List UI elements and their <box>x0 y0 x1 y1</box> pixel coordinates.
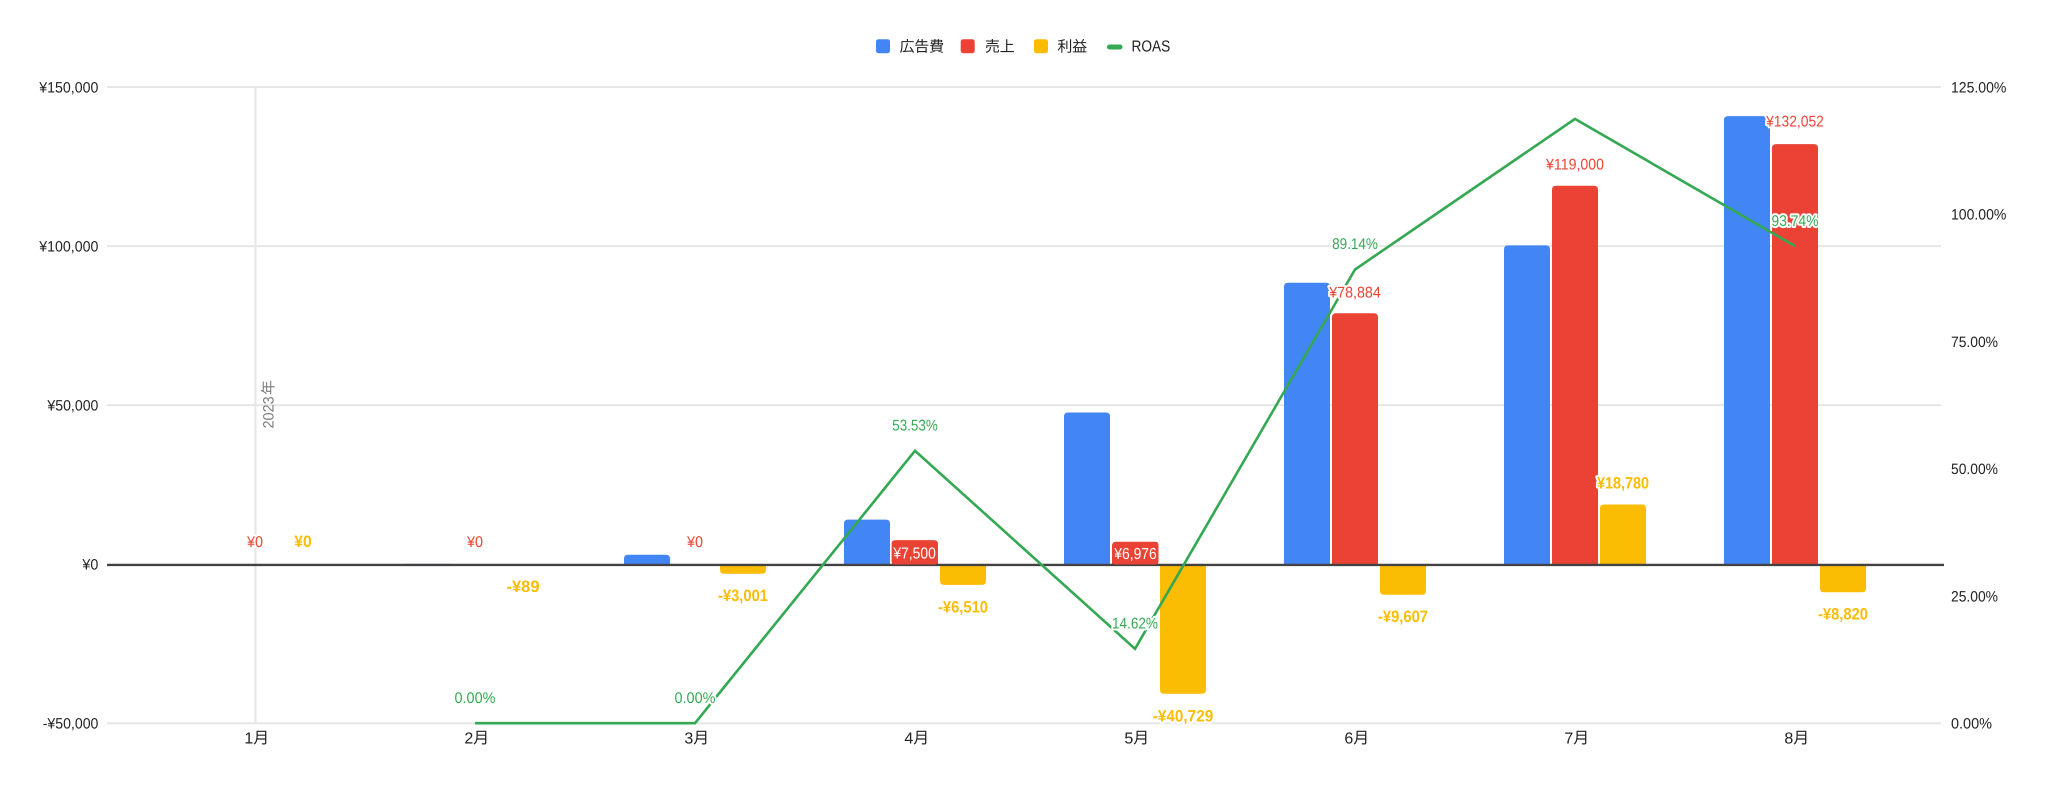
svg-text:1: 1 <box>244 730 253 747</box>
svg-text:-¥50,000: -¥50,000 <box>43 716 99 733</box>
svg-text:¥150,000: ¥150,000 <box>38 79 98 96</box>
svg-text:5: 5 <box>1124 730 1133 747</box>
svg-text:-¥9,607: -¥9,607 <box>1378 608 1428 626</box>
svg-text:14.62%: 14.62% <box>1112 615 1158 632</box>
svg-text:¥78,884: ¥78,884 <box>1328 284 1381 301</box>
svg-text:7: 7 <box>1564 730 1573 747</box>
svg-text:6: 6 <box>1344 730 1353 747</box>
svg-text:¥119,000: ¥119,000 <box>1545 156 1604 173</box>
svg-text:53.53%: 53.53% <box>892 417 938 434</box>
svg-text:3: 3 <box>684 730 693 747</box>
svg-text:8: 8 <box>1784 730 1793 747</box>
svg-text:75.00%: 75.00% <box>1951 334 1998 351</box>
svg-text:50.00%: 50.00% <box>1951 461 1998 478</box>
svg-text:89.14%: 89.14% <box>1332 236 1378 253</box>
svg-text:0.00%: 0.00% <box>455 690 496 707</box>
svg-text:2: 2 <box>464 730 473 747</box>
svg-text:¥0: ¥0 <box>686 534 703 551</box>
svg-text:¥0: ¥0 <box>81 557 98 574</box>
svg-text:0.00%: 0.00% <box>675 690 716 707</box>
svg-text:-¥6,510: -¥6,510 <box>938 599 988 617</box>
svg-text:¥18,780: ¥18,780 <box>1597 475 1649 493</box>
svg-text:¥7,500: ¥7,500 <box>892 546 935 563</box>
svg-text:¥100,000: ¥100,000 <box>38 239 98 256</box>
svg-text:0.00%: 0.00% <box>1951 716 1992 733</box>
svg-text:-¥40,729: -¥40,729 <box>1153 707 1214 725</box>
svg-text:100.00%: 100.00% <box>1951 207 2006 224</box>
svg-text:125.00%: 125.00% <box>1951 79 2006 96</box>
svg-text:¥0: ¥0 <box>466 534 483 551</box>
svg-text:4: 4 <box>904 730 913 747</box>
svg-text:-¥89: -¥89 <box>507 578 540 596</box>
svg-text:-¥3,001: -¥3,001 <box>718 587 768 605</box>
svg-text:¥6,976: ¥6,976 <box>1113 546 1156 563</box>
svg-text:ROAS: ROAS <box>1132 39 1171 56</box>
svg-text:93.74%: 93.74% <box>1772 213 1819 230</box>
svg-text:2023: 2023 <box>261 396 278 428</box>
svg-text:¥50,000: ¥50,000 <box>46 398 98 415</box>
svg-text:¥132,052: ¥132,052 <box>1765 114 1824 131</box>
svg-text:¥0: ¥0 <box>246 534 263 551</box>
svg-text:-¥8,820: -¥8,820 <box>1818 605 1868 623</box>
svg-text:¥0: ¥0 <box>294 533 312 551</box>
svg-text:25.00%: 25.00% <box>1951 588 1998 605</box>
